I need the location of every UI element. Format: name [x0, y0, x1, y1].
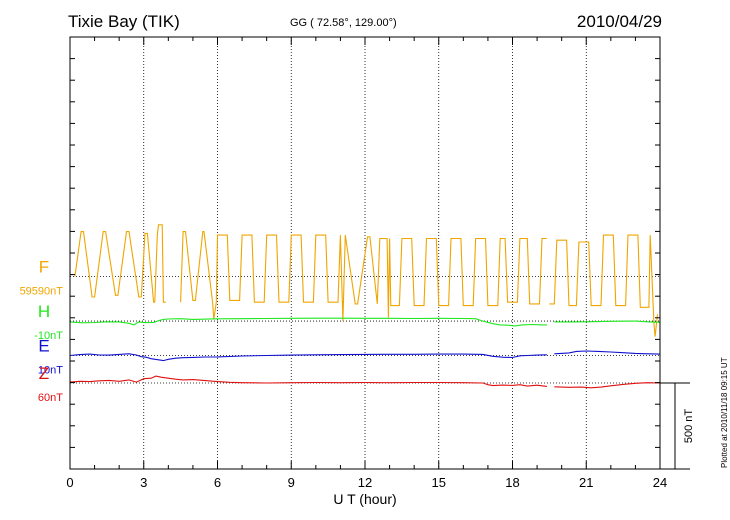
series-baseline-h: -10nT — [34, 330, 63, 342]
series-line-z — [69, 375, 547, 387]
series-line-f — [549, 234, 659, 337]
x-tick-label: 9 — [288, 475, 295, 490]
series-label-h: H — [38, 302, 50, 321]
series-line-z — [554, 382, 661, 389]
x-tick-label: 15 — [432, 475, 446, 490]
station-title: Tixie Bay (TIK) — [68, 12, 180, 31]
series-line-e — [69, 353, 547, 362]
station-coordinates: GG ( 72.58°, 129.00°) — [290, 17, 397, 29]
x-tick-label: 18 — [505, 475, 519, 490]
plot-date: 2010/04/29 — [576, 12, 662, 31]
series-line-f — [180, 231, 547, 322]
series-label-e: E — [38, 336, 49, 355]
series-line-h — [554, 320, 661, 323]
series-baseline-z: 60nT — [38, 392, 63, 404]
x-tick-label: 6 — [214, 475, 221, 490]
scale-bar-label: 500 nT — [683, 409, 695, 444]
x-tick-label: 3 — [140, 475, 147, 490]
series-label-f: F — [39, 257, 49, 276]
x-tick-label: 21 — [579, 475, 593, 490]
series-baseline-e: 10nT — [38, 364, 63, 376]
plotted-timestamp: Plotted at 2010/11/18 09:15 UT — [720, 357, 729, 468]
series-baseline-f: 59590nT — [20, 285, 64, 297]
x-tick-label: 12 — [358, 475, 372, 490]
series-label-z: Z — [39, 364, 49, 383]
x-axis-title: U T (hour) — [333, 491, 396, 507]
series-line-f — [74, 224, 166, 303]
x-tick-label: 0 — [66, 475, 73, 490]
series-line-e — [554, 350, 661, 355]
series-line-h — [69, 317, 547, 327]
x-tick-label: 24 — [653, 475, 667, 490]
